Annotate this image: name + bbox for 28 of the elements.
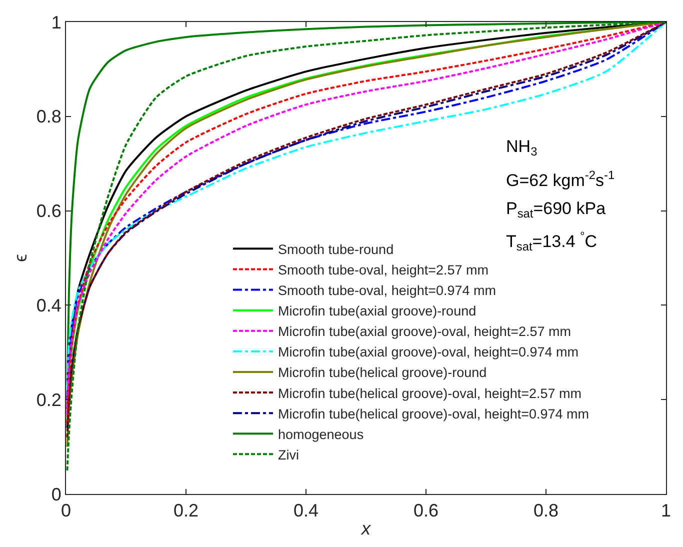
legend-label: Microfin tube(helical groove)-oval, height=2.57 mm <box>278 386 582 401</box>
x-axis-title: x <box>360 518 372 539</box>
x-tick-label: 0.2 <box>173 500 199 521</box>
annotation: G=62 kgm$^{-2}$s$^{-1}$ <box>506 168 615 190</box>
y-tick-label: 0.8 <box>36 106 62 127</box>
x-tick-label: 0.6 <box>413 500 439 521</box>
x-tick-label: 0.4 <box>293 500 319 521</box>
legend-label: Microfin tube(axial groove)-round <box>278 304 476 319</box>
y-axis-title: ϵ <box>10 254 31 262</box>
legend-label: Microfin tube(axial groove)-oval, height=2.57 mm <box>278 324 572 340</box>
x-tick-label: 1 <box>660 500 672 521</box>
legend-label: Smooth tube-round <box>278 242 394 257</box>
y-tick-label: 0 <box>51 484 62 504</box>
legend-label: Smooth tube-oval, height=0.974 mm <box>278 283 496 298</box>
y-tick-label: 1 <box>51 12 62 32</box>
annotation: P$_{sat}$=690 kPa <box>506 199 606 221</box>
legend-label: Zivi <box>278 447 299 462</box>
legend-label: Microfin tube(helical groove)-oval, height=0.974 mm <box>278 406 590 422</box>
legend-label: homogeneous <box>278 426 364 442</box>
legend-label: Microfin tube(helical groove)-round <box>278 365 487 380</box>
y-tick-label: 0.6 <box>36 201 62 222</box>
x-tick-label: 0.8 <box>533 500 559 521</box>
legend-label: Microfin tube(axial groove)-oval, height=0.974 mm <box>278 344 579 360</box>
legend-label: Smooth tube-oval, height=2.57 mm <box>278 262 488 278</box>
y-tick-label: 0.4 <box>36 296 62 316</box>
annotation: NH$_{3}$ <box>506 137 538 159</box>
annotation: T$_{sat}$=13.4 $^{°}$C <box>506 229 598 254</box>
y-tick-label: 0.2 <box>36 390 62 410</box>
